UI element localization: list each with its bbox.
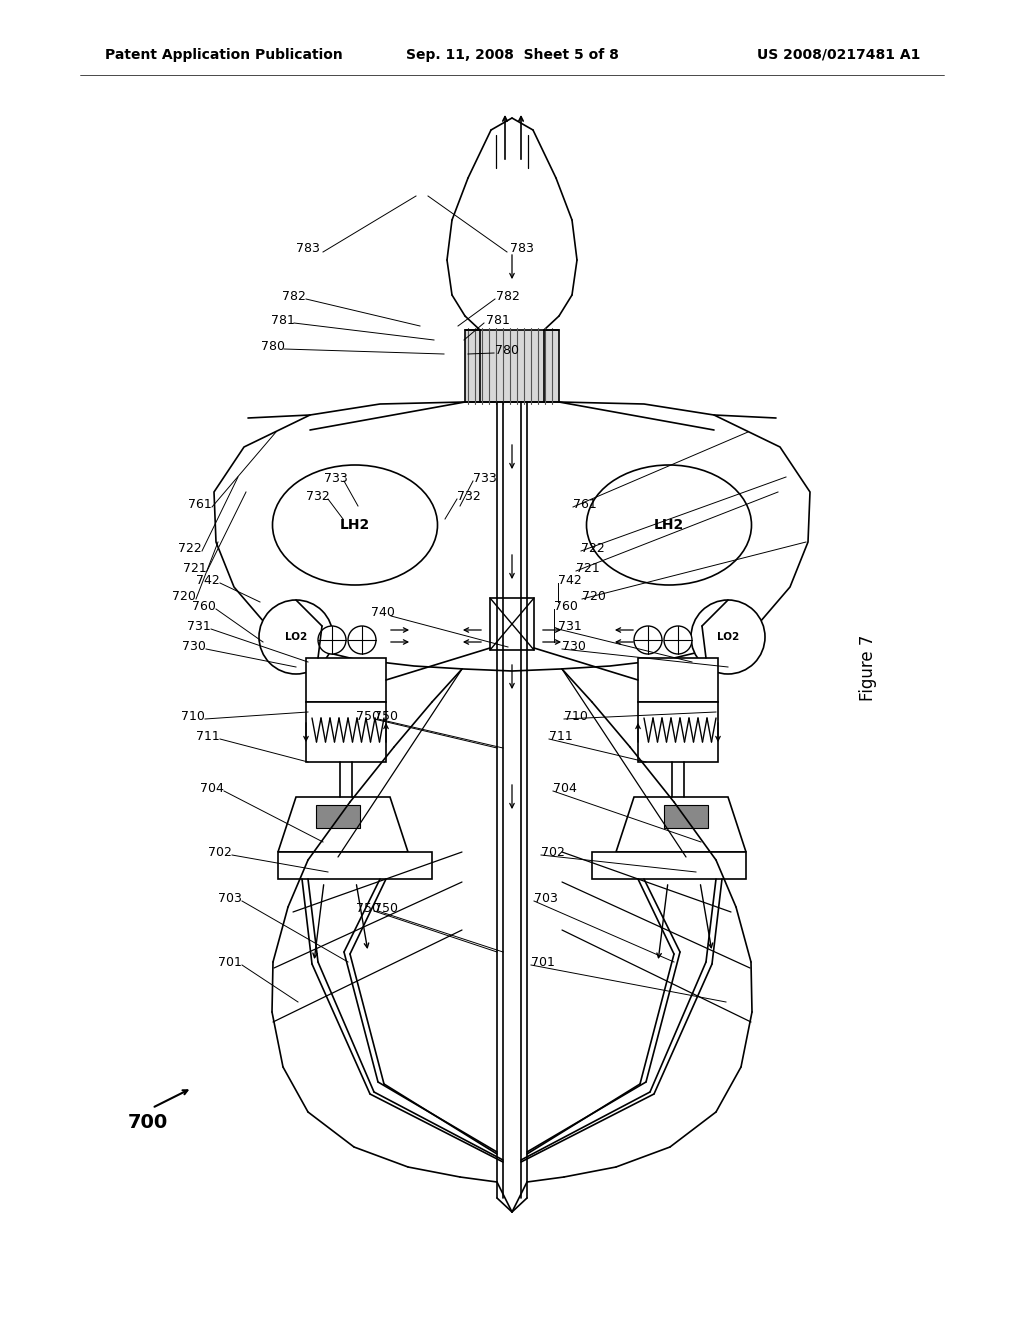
Polygon shape bbox=[316, 805, 360, 828]
Text: LO2: LO2 bbox=[717, 632, 739, 642]
Text: 783: 783 bbox=[510, 242, 534, 255]
Text: Sep. 11, 2008  Sheet 5 of 8: Sep. 11, 2008 Sheet 5 of 8 bbox=[406, 48, 618, 62]
Text: 700: 700 bbox=[128, 1113, 168, 1131]
Text: 731: 731 bbox=[558, 619, 582, 632]
Polygon shape bbox=[616, 797, 746, 851]
Text: 722: 722 bbox=[178, 541, 202, 554]
Text: Figure 7: Figure 7 bbox=[859, 635, 877, 701]
Polygon shape bbox=[278, 797, 408, 851]
Text: 730: 730 bbox=[182, 639, 206, 652]
Text: 781: 781 bbox=[486, 314, 510, 326]
Circle shape bbox=[259, 601, 333, 675]
Text: US 2008/0217481 A1: US 2008/0217481 A1 bbox=[757, 48, 920, 62]
Polygon shape bbox=[592, 851, 746, 879]
Text: Patent Application Publication: Patent Application Publication bbox=[105, 48, 343, 62]
Text: 750: 750 bbox=[374, 902, 398, 915]
Text: 760: 760 bbox=[193, 599, 216, 612]
Text: 761: 761 bbox=[188, 498, 212, 511]
Text: 780: 780 bbox=[495, 343, 519, 356]
Polygon shape bbox=[306, 702, 386, 762]
Text: 721: 721 bbox=[183, 561, 207, 574]
Text: 750: 750 bbox=[356, 902, 380, 915]
Text: 701: 701 bbox=[531, 956, 555, 969]
Text: 730: 730 bbox=[562, 639, 586, 652]
Circle shape bbox=[348, 626, 376, 653]
Polygon shape bbox=[306, 657, 386, 702]
Polygon shape bbox=[638, 657, 718, 702]
Polygon shape bbox=[490, 598, 534, 649]
Text: 781: 781 bbox=[271, 314, 295, 326]
Text: 721: 721 bbox=[577, 561, 600, 574]
Circle shape bbox=[664, 626, 692, 653]
Text: LH2: LH2 bbox=[654, 517, 684, 532]
Polygon shape bbox=[638, 702, 718, 762]
Text: 783: 783 bbox=[296, 242, 319, 255]
Circle shape bbox=[318, 626, 346, 653]
Text: 742: 742 bbox=[197, 573, 220, 586]
Text: 703: 703 bbox=[535, 891, 558, 904]
Text: 761: 761 bbox=[573, 498, 597, 511]
Ellipse shape bbox=[587, 465, 752, 585]
Text: 704: 704 bbox=[553, 781, 577, 795]
Polygon shape bbox=[278, 851, 432, 879]
Text: LO2: LO2 bbox=[285, 632, 307, 642]
Text: 782: 782 bbox=[496, 289, 520, 302]
Text: 750: 750 bbox=[356, 710, 380, 722]
Text: 710: 710 bbox=[564, 710, 588, 722]
Text: 722: 722 bbox=[582, 541, 605, 554]
Text: 704: 704 bbox=[200, 781, 224, 795]
Polygon shape bbox=[664, 805, 708, 828]
Text: 732: 732 bbox=[457, 490, 481, 503]
Text: 732: 732 bbox=[306, 490, 330, 503]
Ellipse shape bbox=[272, 465, 437, 585]
Text: 731: 731 bbox=[187, 619, 211, 632]
Text: 740: 740 bbox=[371, 606, 395, 619]
Text: 760: 760 bbox=[554, 599, 578, 612]
Text: 711: 711 bbox=[197, 730, 220, 742]
Text: 702: 702 bbox=[541, 846, 565, 858]
Text: 733: 733 bbox=[473, 471, 497, 484]
Polygon shape bbox=[465, 330, 559, 403]
Text: LH2: LH2 bbox=[340, 517, 370, 532]
Text: 711: 711 bbox=[549, 730, 572, 742]
Text: 750: 750 bbox=[374, 710, 398, 722]
Circle shape bbox=[691, 601, 765, 675]
Circle shape bbox=[634, 626, 662, 653]
Text: 710: 710 bbox=[181, 710, 205, 722]
Text: 720: 720 bbox=[582, 590, 606, 602]
Text: 720: 720 bbox=[172, 590, 196, 602]
Text: 780: 780 bbox=[261, 339, 285, 352]
Text: 702: 702 bbox=[208, 846, 232, 858]
Text: 733: 733 bbox=[325, 471, 348, 484]
Text: 701: 701 bbox=[218, 956, 242, 969]
Text: 782: 782 bbox=[282, 289, 306, 302]
Text: 703: 703 bbox=[218, 891, 242, 904]
Text: 742: 742 bbox=[558, 573, 582, 586]
